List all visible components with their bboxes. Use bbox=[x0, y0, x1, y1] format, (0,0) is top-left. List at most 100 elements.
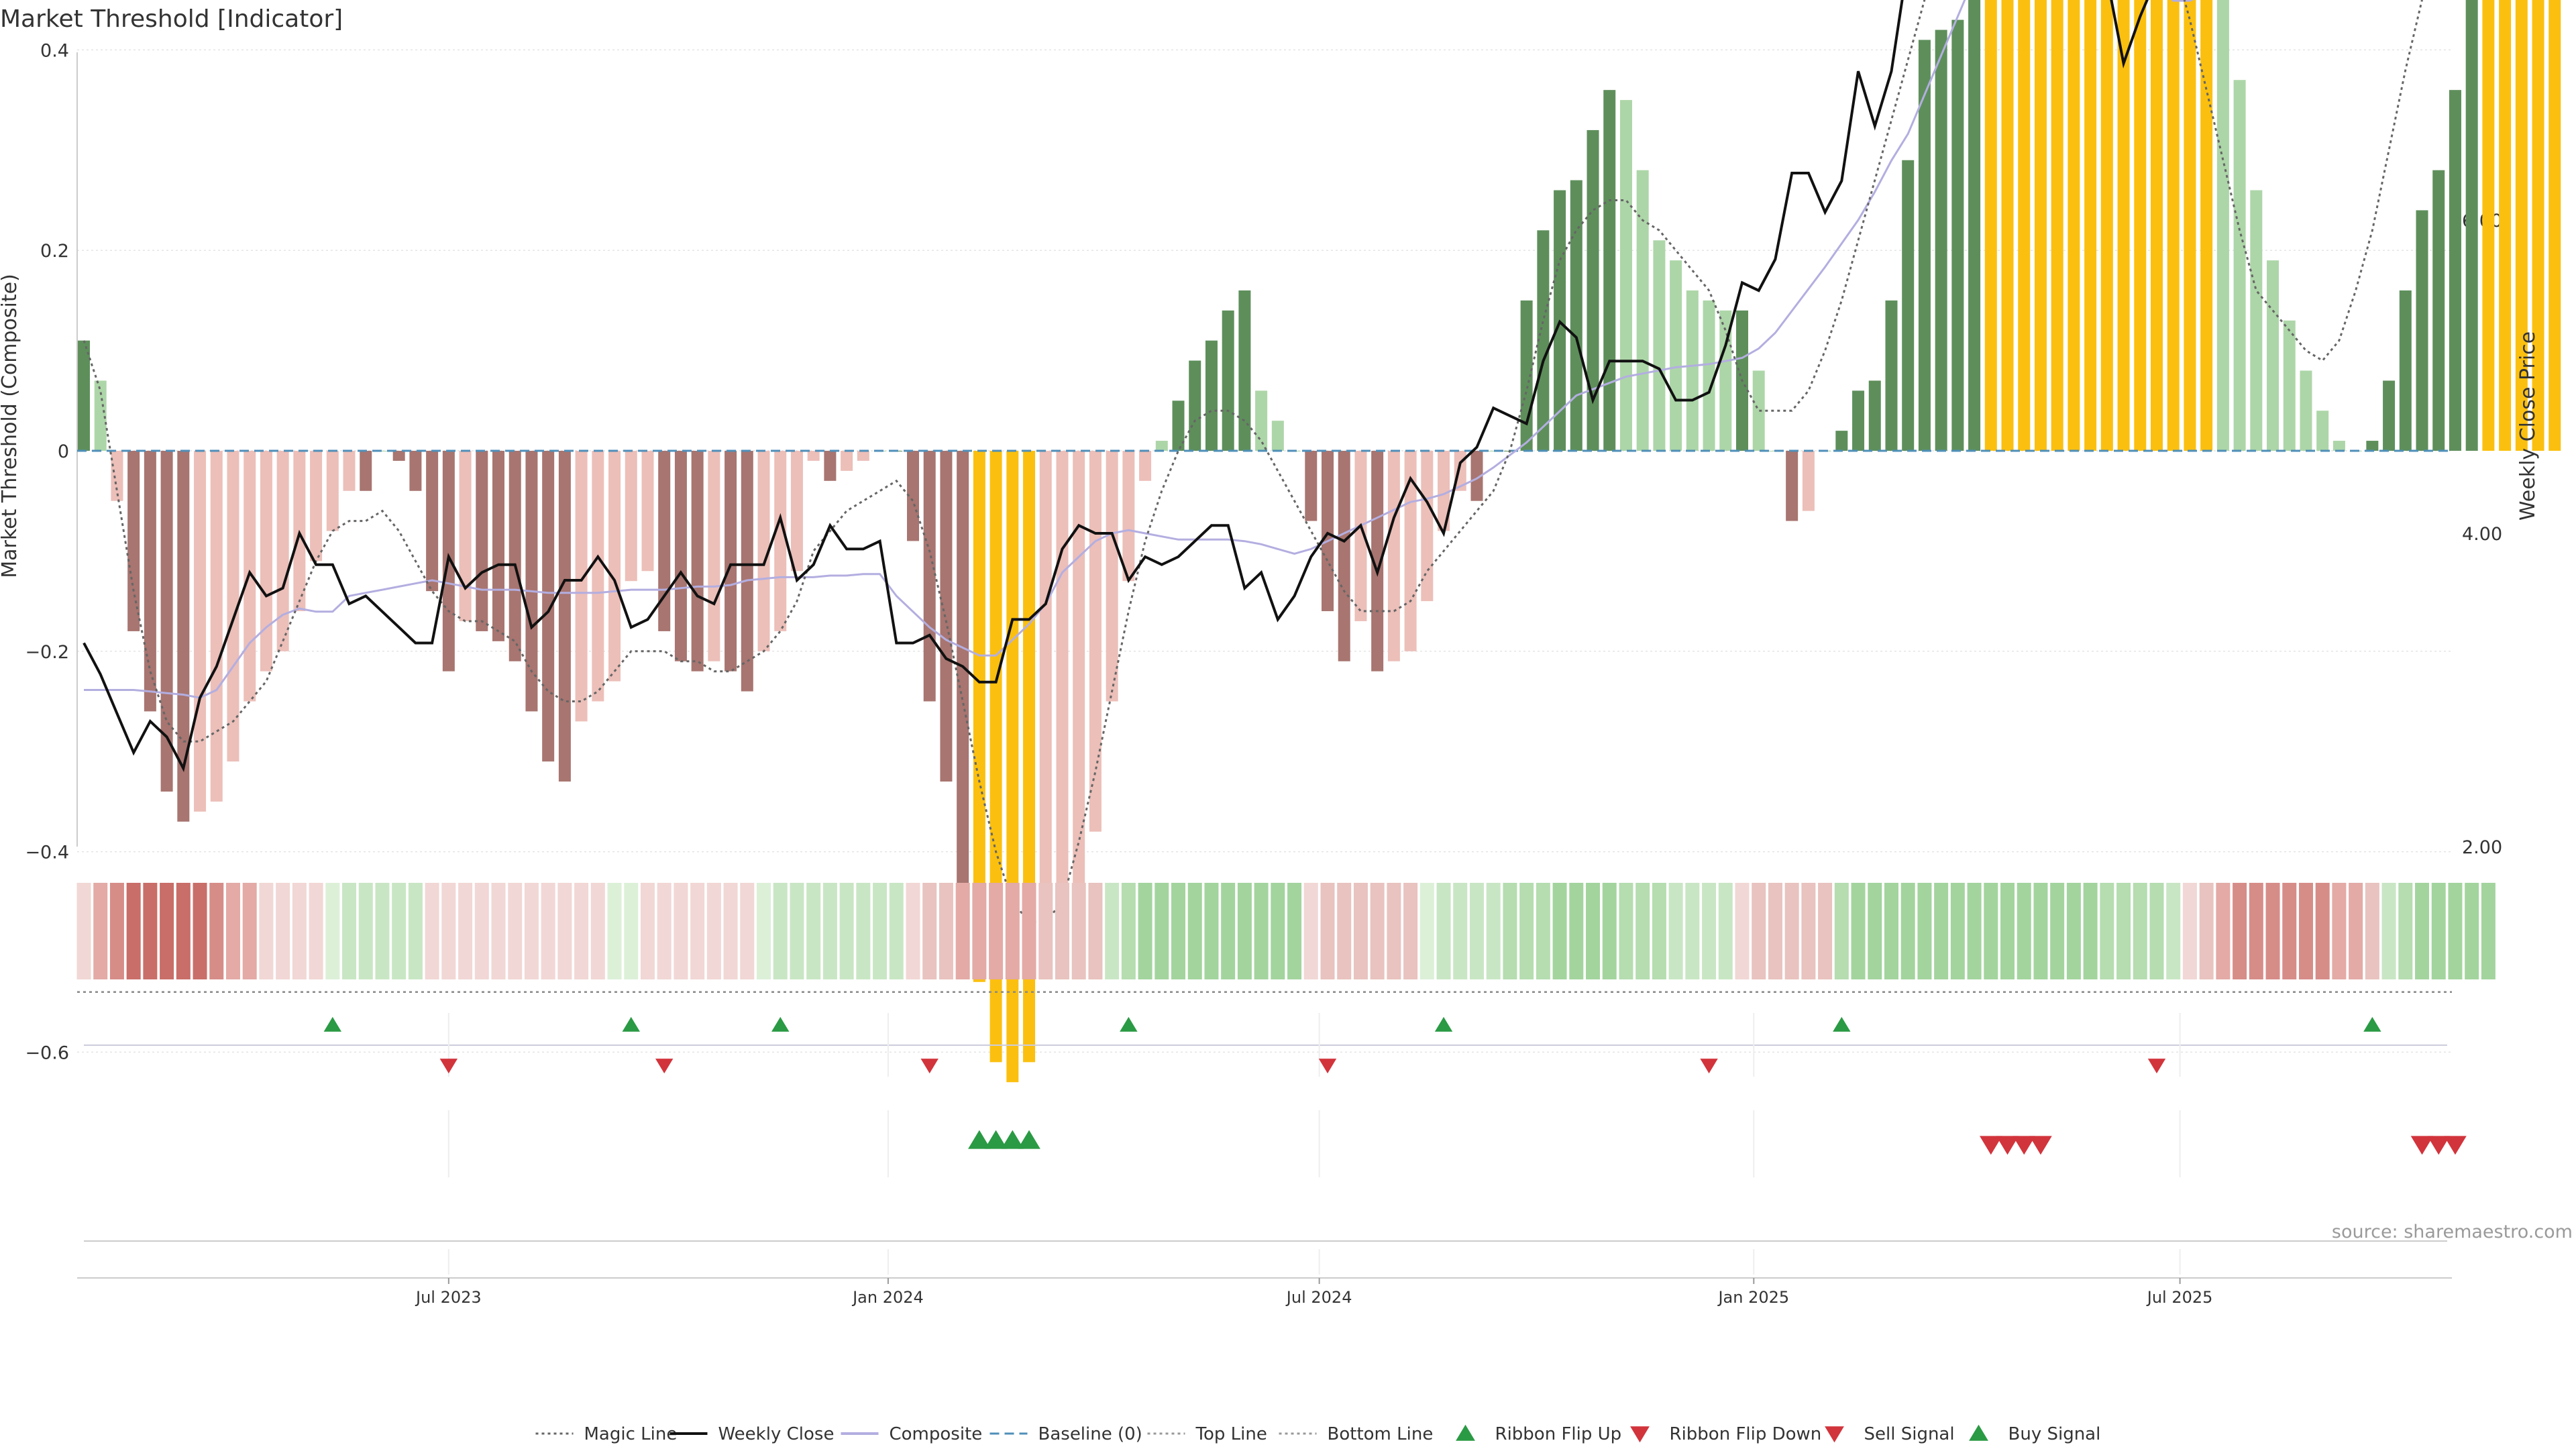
x-tick-label: Jan 2024 bbox=[851, 1288, 924, 1307]
ribbon-cell bbox=[1967, 883, 1982, 979]
x-tick-label: Jan 2025 bbox=[1717, 1288, 1789, 1307]
x-tick-label: Jul 2025 bbox=[2146, 1288, 2213, 1307]
composite-bar bbox=[1255, 390, 1268, 451]
ribbon-cell bbox=[1718, 883, 1733, 979]
ribbon-cell bbox=[1237, 883, 1252, 979]
composite-bar bbox=[525, 451, 538, 712]
ribbon-cell bbox=[1834, 883, 1849, 979]
signal-panels bbox=[84, 1013, 2467, 1275]
composite-bar bbox=[2465, 0, 2478, 451]
ribbon-flip-down-marker bbox=[439, 1059, 458, 1074]
ribbon-cell bbox=[1419, 883, 1434, 979]
legend-item: Composite bbox=[841, 1424, 982, 1444]
composite-bar bbox=[1968, 0, 1981, 451]
composite-bar bbox=[1636, 170, 1649, 451]
ribbon-cell bbox=[408, 883, 423, 979]
legend-label: Top Line bbox=[1195, 1424, 1267, 1444]
composite-bar bbox=[923, 451, 936, 702]
y-left-tick-label: 0 bbox=[58, 441, 69, 462]
buy-signal-marker bbox=[984, 1130, 1008, 1149]
ribbon-cell bbox=[1271, 883, 1285, 979]
ribbon-cell bbox=[1138, 883, 1152, 979]
ribbon-cell bbox=[143, 883, 158, 979]
ribbon-cell bbox=[2017, 883, 2031, 979]
composite-bar bbox=[2548, 0, 2561, 451]
composite-bar bbox=[1719, 310, 1732, 451]
sell-signal-marker bbox=[2012, 1136, 2036, 1155]
composite-bar bbox=[210, 451, 223, 802]
series-lines bbox=[77, 0, 2452, 994]
axes: −0.6−0.4−0.200.20.40.62.004.006.008.0010… bbox=[25, 40, 2502, 1279]
composite-bar bbox=[194, 451, 207, 812]
legend-item: Ribbon Flip Down bbox=[1630, 1424, 1821, 1444]
ribbon-cell bbox=[624, 883, 639, 979]
ribbon-cell bbox=[2465, 883, 2479, 979]
composite-bar bbox=[724, 451, 737, 672]
ribbon-cell bbox=[491, 883, 506, 979]
legend: Magic Line Weekly Close Composite Baseline … bbox=[535, 1424, 2100, 1444]
ribbon-flip-up-marker bbox=[1833, 1016, 1851, 1032]
composite-bar bbox=[1006, 451, 1019, 1083]
buy-signal-marker bbox=[968, 1130, 991, 1149]
composite-bar bbox=[2233, 80, 2246, 451]
composite-bar bbox=[2151, 0, 2163, 451]
ribbon-cell bbox=[773, 883, 788, 979]
ribbon-cell bbox=[1652, 883, 1666, 979]
ribbon-cell bbox=[276, 883, 290, 979]
composite-bar bbox=[2100, 0, 2113, 451]
ribbon-flip-down-marker bbox=[2147, 1059, 2166, 1074]
composite-bar bbox=[426, 451, 439, 592]
ribbon-cell bbox=[2149, 883, 2164, 979]
legend-swatch bbox=[1456, 1424, 1475, 1441]
composite-bar bbox=[1089, 451, 1102, 832]
composite-bar bbox=[360, 451, 372, 491]
ribbon-cell bbox=[2249, 883, 2263, 979]
legend-item: Ribbon Flip Up bbox=[1456, 1424, 1621, 1444]
composite-bar bbox=[1587, 129, 1599, 451]
composite-bar bbox=[2068, 0, 2080, 451]
ribbon-cell bbox=[873, 883, 888, 979]
composite-bar bbox=[1222, 310, 1234, 451]
ribbon-cell bbox=[723, 883, 738, 979]
ribbon-cell bbox=[1022, 883, 1036, 979]
ribbon-cell bbox=[2365, 883, 2379, 979]
composite-bar bbox=[2216, 0, 2229, 451]
ribbon-cell bbox=[607, 883, 622, 979]
composite-bar bbox=[508, 451, 521, 661]
composite-bar bbox=[2482, 0, 2495, 451]
y-left-tick-label: −0.6 bbox=[25, 1042, 69, 1063]
y-right-tick-label: 2.00 bbox=[2462, 837, 2502, 858]
ribbon-cell bbox=[1868, 883, 1882, 979]
composite-bar bbox=[2051, 0, 2063, 451]
composite-bar bbox=[2399, 290, 2412, 451]
ribbon-cell bbox=[292, 883, 307, 979]
ribbon-cell bbox=[2398, 883, 2413, 979]
composite-bar bbox=[78, 340, 90, 451]
sell-signal-marker bbox=[1996, 1136, 2019, 1155]
legend-swatch bbox=[1825, 1426, 1844, 1443]
ribbon-cell bbox=[508, 883, 523, 979]
composite-bar bbox=[1238, 290, 1251, 451]
ribbon-cell bbox=[2282, 883, 2297, 979]
ribbon-cell bbox=[474, 883, 489, 979]
ribbon-cell bbox=[1917, 883, 1932, 979]
legend-item: Weekly Close bbox=[669, 1424, 835, 1444]
magic-line bbox=[83, 0, 2423, 923]
ribbon-cell bbox=[225, 883, 240, 979]
composite-bar bbox=[575, 451, 588, 722]
composite-bar bbox=[1868, 380, 1881, 451]
ribbon-cell bbox=[2448, 883, 2463, 979]
legend-label: Weekly Close bbox=[718, 1424, 835, 1444]
composite-bar bbox=[1371, 451, 1384, 672]
sell-signal-marker bbox=[2444, 1136, 2467, 1155]
composite-bar bbox=[2200, 0, 2213, 451]
ribbon-cell bbox=[1387, 883, 1401, 979]
ribbon-cell bbox=[2415, 883, 2430, 979]
chart-title: Market Threshold [Indicator] bbox=[0, 5, 343, 33]
ribbon-cell bbox=[938, 883, 953, 979]
composite-bar bbox=[774, 451, 787, 631]
ribbon-cell bbox=[2332, 883, 2347, 979]
ribbon-cell bbox=[1900, 883, 1915, 979]
y-left-tick-label: 0.2 bbox=[40, 241, 69, 262]
ribbon-cell bbox=[2265, 883, 2280, 979]
